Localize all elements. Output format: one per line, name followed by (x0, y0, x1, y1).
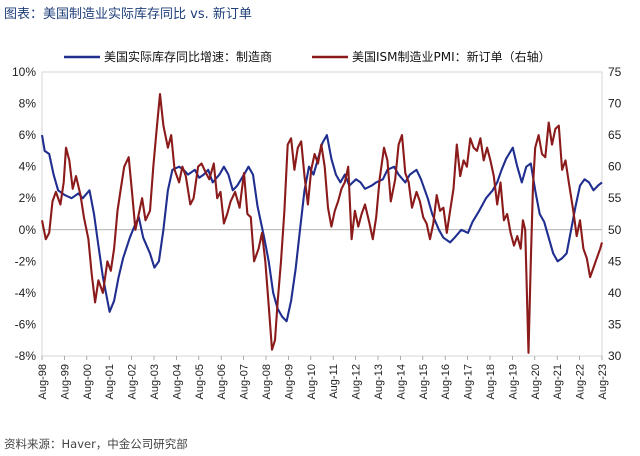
x-tick-label: Aug-12 (351, 364, 363, 399)
x-tick-label: Aug-23 (597, 364, 609, 399)
x-tick-label: Aug-15 (418, 364, 430, 399)
right-tick-label: 30 (608, 349, 622, 363)
right-tick-label: 40 (608, 286, 622, 300)
x-tick-label: Aug-16 (440, 364, 452, 399)
left-tick-label: 2% (19, 191, 37, 205)
x-tick-label: Aug-05 (194, 364, 206, 399)
right-tick-label: 50 (608, 223, 622, 237)
left-tick-label: 10% (12, 65, 36, 79)
x-tick-label: Aug-06 (216, 364, 228, 399)
x-tick-label: Aug-18 (485, 364, 497, 399)
x-tick-label: Aug-22 (575, 364, 587, 399)
left-tick-label: -6% (15, 317, 37, 331)
right-tick-label: 45 (608, 254, 622, 268)
right-axis-ticks: 30 35 40 45 50 55 60 65 70 75 (608, 65, 622, 363)
left-tick-label: -2% (15, 254, 37, 268)
series-line-new-orders (40, 93, 604, 354)
x-tick-label: Aug-14 (395, 364, 407, 399)
x-tick-label: Aug-03 (149, 364, 161, 399)
right-tick-label: 60 (608, 160, 622, 174)
right-tick-label: 65 (608, 128, 622, 142)
legend-label-new-orders: 美国ISM制造业PMI：新订单（右轴） (352, 49, 551, 64)
figure-caption: 图表：美国制造业实际库存同比 vs. 新订单 (4, 7, 252, 22)
x-axis-ticks: Aug-98 Aug-99 Aug-00 Aug-01 Aug-02 Aug-03 Aug-… (37, 356, 609, 399)
x-tick-label: Aug-09 (283, 364, 295, 399)
x-tick-label: Aug-00 (82, 364, 94, 399)
x-tick-label: Aug-07 (239, 364, 251, 399)
left-axis-ticks: -8% -6% -4% -2% 0% 2% 4% 6% 8% 10% (12, 65, 36, 363)
left-tick-label: 6% (19, 128, 37, 142)
right-tick-label: 35 (608, 317, 622, 331)
plot-area-border (41, 71, 603, 357)
legend-label-inventory: 美国实际库存同比增速：制造商 (104, 49, 272, 64)
left-tick-label: -4% (15, 286, 37, 300)
right-tick-label: 70 (608, 97, 622, 111)
series-lines (40, 93, 604, 354)
x-tick-label: Aug-20 (530, 364, 542, 399)
x-tick-label: Aug-11 (328, 364, 340, 399)
x-tick-label: Aug-08 (261, 364, 273, 399)
right-tick-label: 55 (608, 191, 622, 205)
x-tick-label: Aug-01 (104, 364, 116, 399)
x-tick-label: Aug-21 (552, 364, 564, 399)
legend: 美国实际库存同比增速：制造商 美国ISM制造业PMI：新订单（右轴） (64, 49, 551, 64)
x-tick-label: Aug-02 (127, 364, 139, 399)
x-tick-label: Aug-04 (171, 364, 183, 399)
left-tick-label: -8% (15, 349, 37, 363)
x-tick-label: Aug-98 (37, 364, 49, 399)
x-tick-label: Aug-19 (507, 364, 519, 399)
left-tick-label: 8% (19, 97, 37, 111)
x-tick-label: Aug-10 (306, 364, 318, 399)
plot-frame (41, 71, 603, 357)
left-tick-label: 0% (19, 223, 37, 237)
x-tick-label: Aug-17 (463, 364, 475, 399)
right-tick-label: 75 (608, 65, 622, 79)
left-tick-label: 4% (19, 160, 37, 174)
x-tick-label: Aug-99 (59, 364, 71, 399)
x-tick-label: Aug-13 (373, 364, 385, 399)
source-note: 资料来源：Haver，中金公司研究部 (4, 437, 188, 451)
